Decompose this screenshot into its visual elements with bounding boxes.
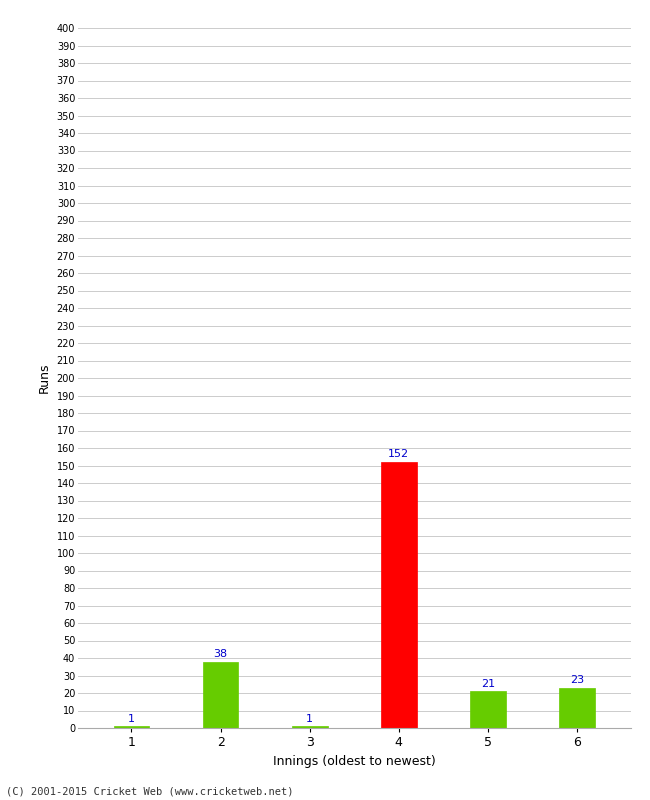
Bar [559,688,595,728]
Text: 1: 1 [306,714,313,724]
Bar [381,462,417,728]
Text: 21: 21 [481,678,495,689]
Bar [203,662,239,728]
X-axis label: Innings (oldest to newest): Innings (oldest to newest) [273,755,436,768]
Text: 23: 23 [570,675,584,685]
Bar [292,726,328,728]
Bar [114,726,150,728]
Text: 152: 152 [388,450,410,459]
Y-axis label: Runs: Runs [38,362,51,394]
Text: 38: 38 [213,649,228,659]
Text: (C) 2001-2015 Cricket Web (www.cricketweb.net): (C) 2001-2015 Cricket Web (www.cricketwe… [6,786,294,796]
Bar [470,691,506,728]
Text: 1: 1 [128,714,135,724]
